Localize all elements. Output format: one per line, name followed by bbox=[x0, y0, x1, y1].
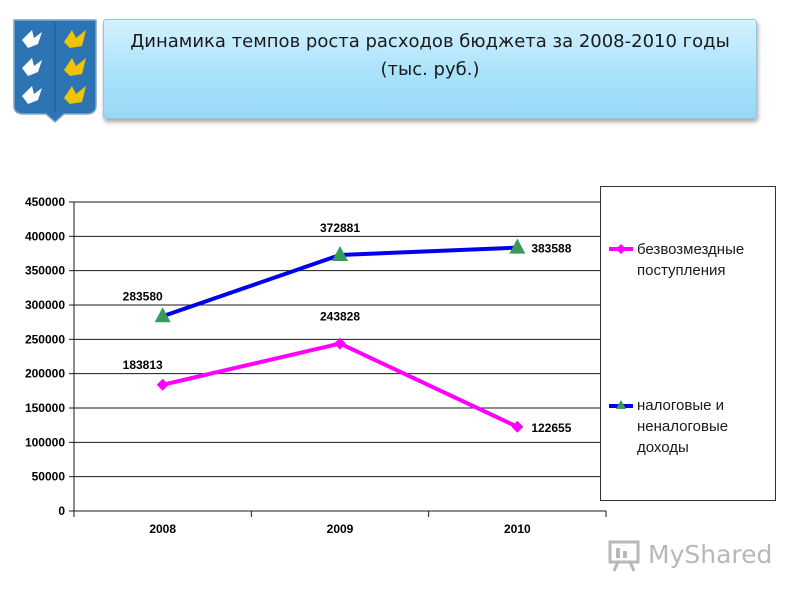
legend-marker-diamond bbox=[609, 244, 633, 254]
data-point-diamond bbox=[156, 378, 169, 391]
chart-subtitle: (тыс. руб.) bbox=[380, 59, 480, 80]
x-tick-label: 2008 bbox=[149, 522, 176, 536]
data-point-diamond bbox=[511, 420, 524, 433]
data-label: 122655 bbox=[531, 421, 571, 435]
data-point-diamond bbox=[334, 337, 346, 350]
y-axis-ticks: 0 50000 100000 150000 200000 250000 300000 3500… bbox=[25, 195, 74, 518]
x-axis-ticks: 2008 2009 2010 bbox=[73, 511, 607, 536]
watermark-text: MyShared bbox=[648, 540, 773, 569]
data-labels: 183813 243828 122655 283580 372881 383588 bbox=[123, 221, 572, 435]
chart-title: Динамика темпов роста расходов бюджета з… bbox=[130, 31, 730, 52]
y-tick-label: 150000 bbox=[25, 401, 65, 415]
data-point-triangle bbox=[154, 307, 171, 323]
title-banner: Динамика темпов роста расходов бюджета з… bbox=[103, 19, 757, 119]
chart-gridlines bbox=[74, 201, 606, 478]
y-tick-label: 100000 bbox=[25, 435, 65, 449]
y-tick-label: 0 bbox=[58, 504, 65, 518]
y-tick-label: 450000 bbox=[25, 195, 65, 209]
data-point-triangle bbox=[509, 238, 526, 254]
y-tick-label: 250000 bbox=[25, 332, 65, 346]
coat-of-arms-emblem bbox=[13, 19, 97, 124]
data-label: 183813 bbox=[123, 358, 163, 372]
y-tick-label: 200000 bbox=[25, 367, 65, 381]
chart-legend: безвозмездные поступления налоговые и не… bbox=[600, 186, 776, 501]
legend-label-series2: налоговые и неналоговые доходы bbox=[637, 397, 729, 456]
y-tick-label: 300000 bbox=[25, 298, 65, 312]
legend-label-series1: безвозмездные поступления bbox=[637, 241, 745, 279]
series-lines bbox=[162, 245, 519, 429]
data-label: 383588 bbox=[531, 242, 571, 256]
legend-marker-triangle bbox=[609, 400, 633, 409]
series-markers bbox=[154, 238, 526, 433]
data-label: 283580 bbox=[123, 289, 163, 303]
data-point-triangle bbox=[332, 245, 348, 261]
presentation-board-icon bbox=[608, 540, 640, 572]
x-tick-label: 2009 bbox=[327, 522, 354, 536]
y-tick-label: 50000 bbox=[32, 470, 66, 484]
y-tick-label: 400000 bbox=[25, 229, 65, 243]
chart-axes bbox=[73, 202, 606, 512]
data-label: 243828 bbox=[320, 310, 360, 324]
series-line-1 bbox=[162, 341, 519, 429]
y-tick-label: 350000 bbox=[25, 264, 65, 278]
x-tick-label: 2010 bbox=[504, 522, 531, 536]
watermark: MyShared bbox=[606, 538, 776, 574]
data-label: 372881 bbox=[320, 221, 360, 235]
